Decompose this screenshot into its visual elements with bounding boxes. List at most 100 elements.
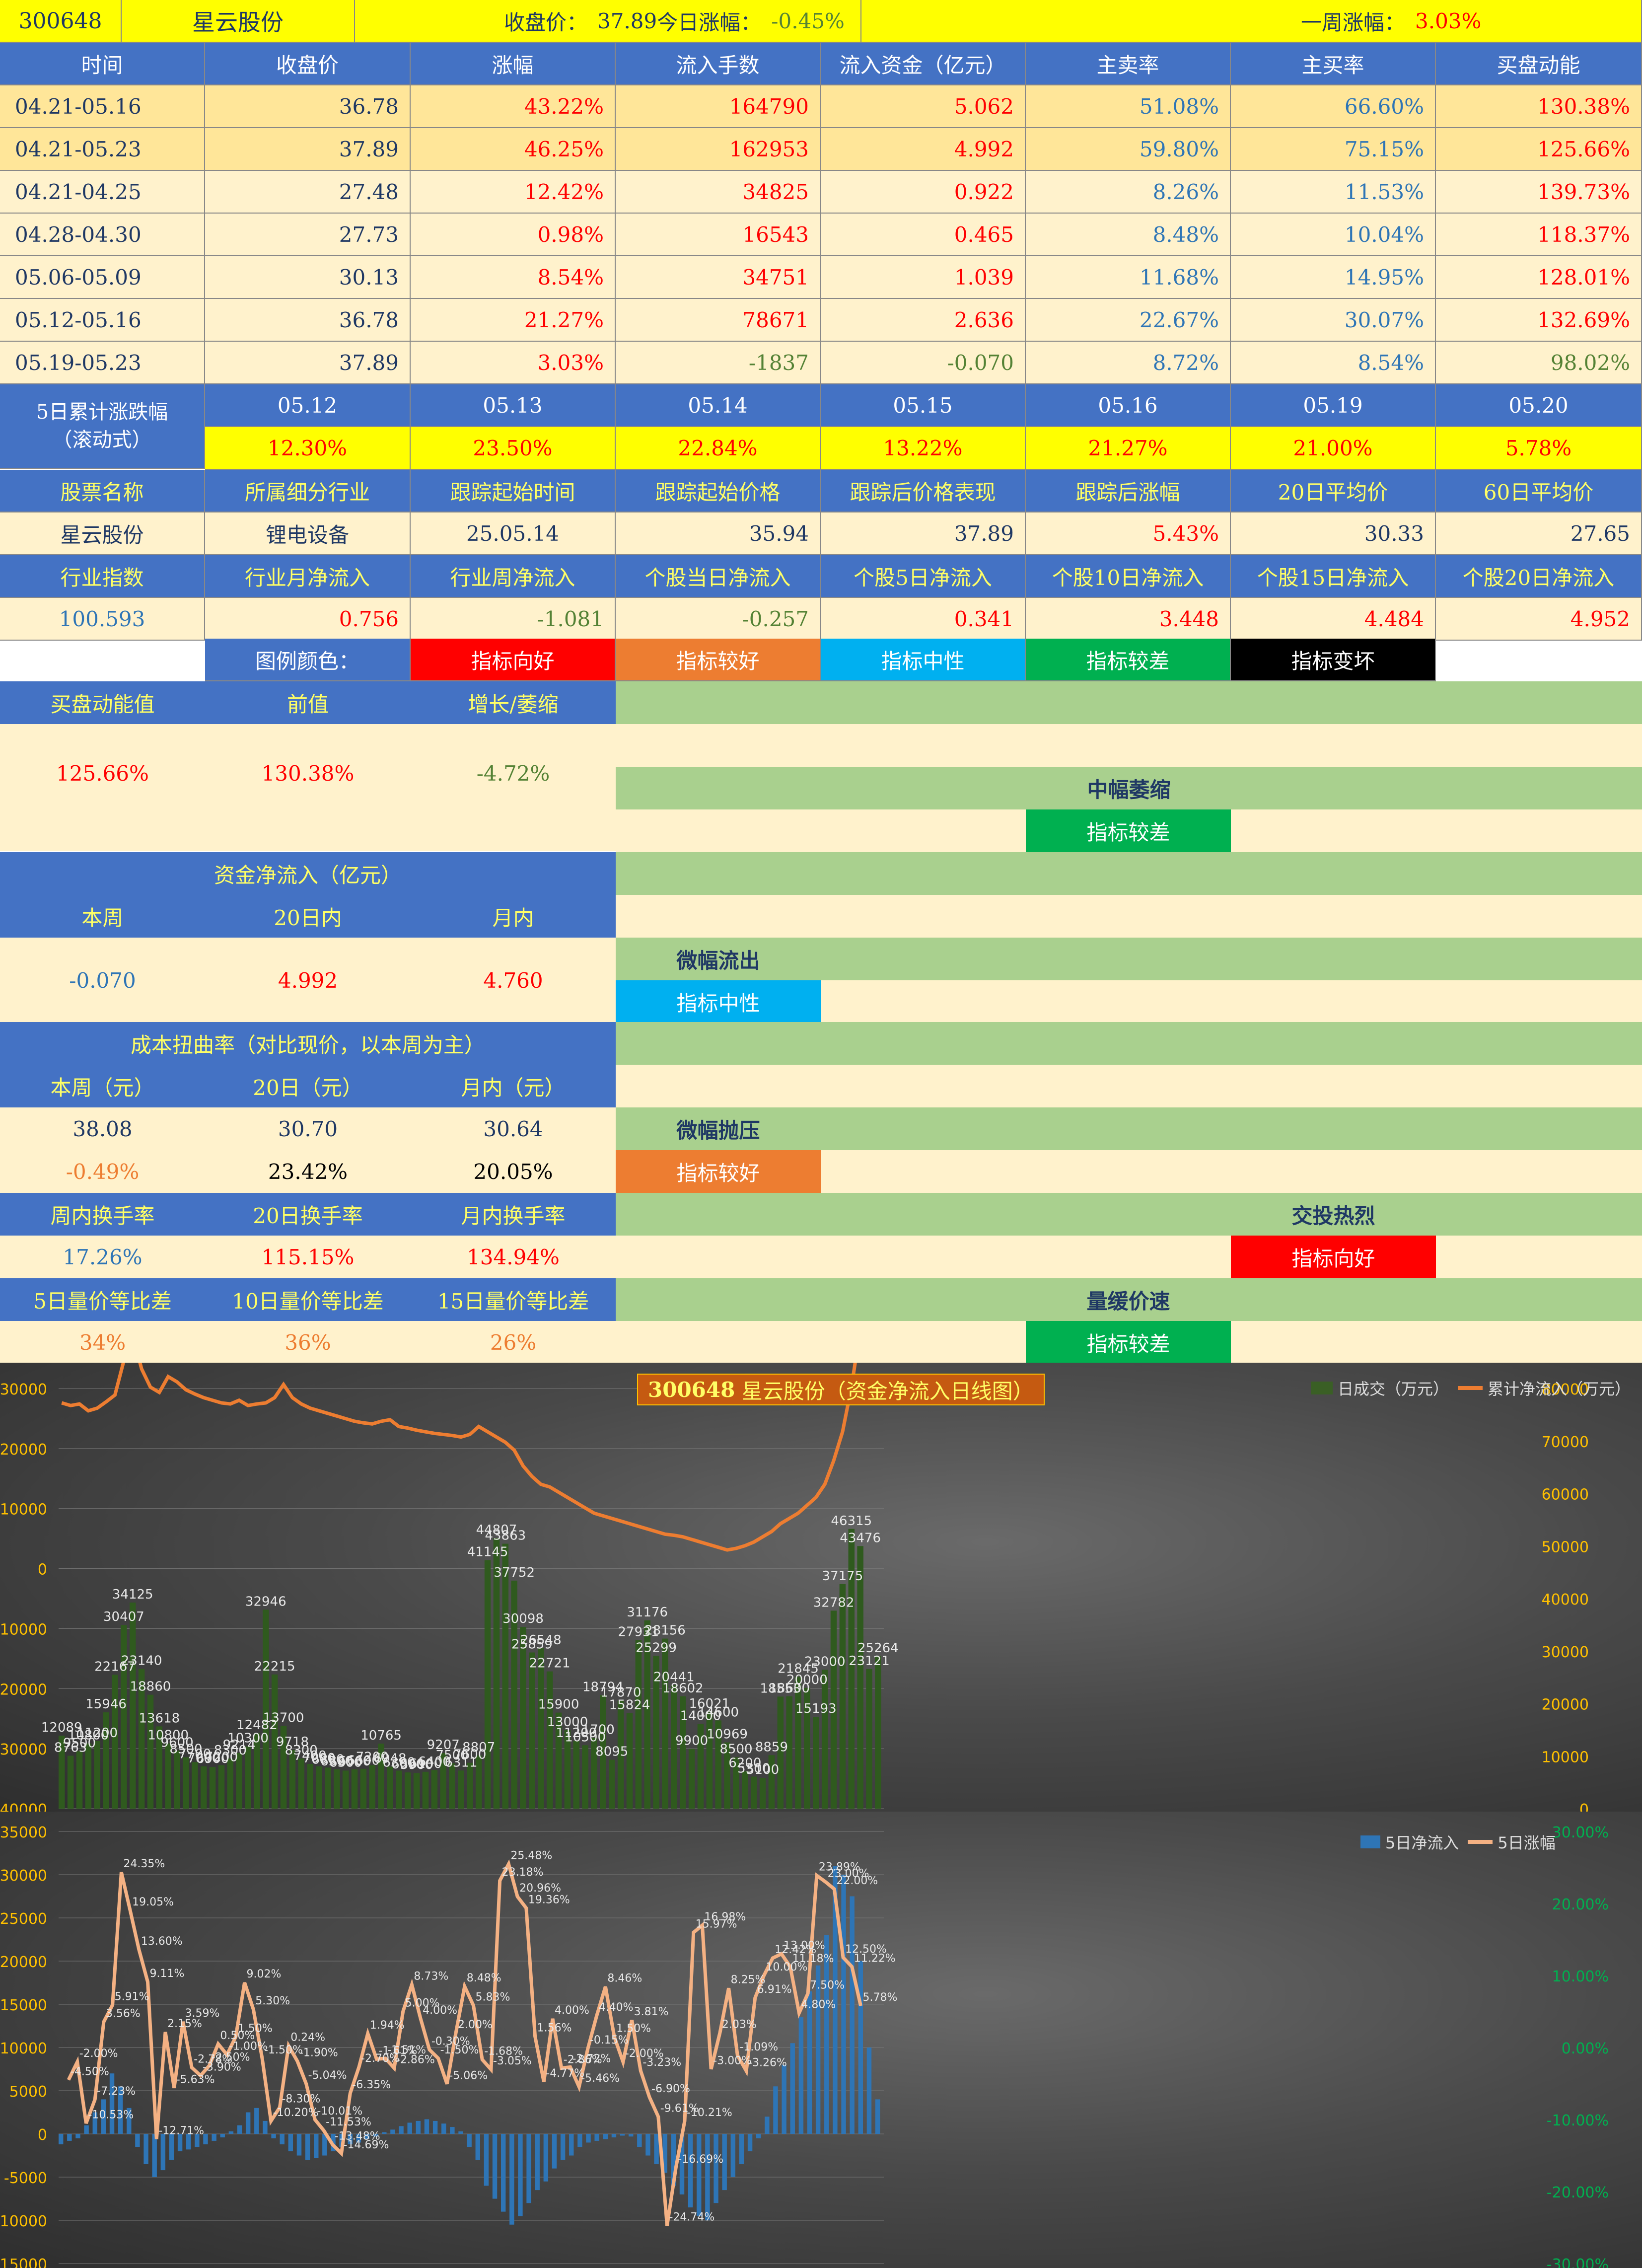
change-label: 19.05%: [132, 1896, 174, 1908]
volume-bar: [502, 1543, 509, 1809]
change-label: 11.22%: [854, 1952, 896, 1965]
change-label: 9.02%: [247, 1968, 282, 1980]
volume-bar: [750, 1776, 757, 1809]
flow-value: -1.081: [411, 598, 616, 641]
left-tick-label: 35000: [0, 1824, 47, 1841]
volprice-value: 36%: [205, 1321, 411, 1364]
right-tick-label: 40000: [1542, 1591, 1589, 1609]
status-band: [616, 852, 1642, 895]
change-label: -0.30%: [431, 2035, 470, 2048]
right-tick-label: 30000: [1542, 1644, 1589, 1661]
netflow-bar: [714, 2134, 718, 2203]
volume-bar: [662, 1638, 668, 1809]
flow-value: 4.484: [1231, 598, 1436, 641]
change-label: 22.00%: [836, 1875, 878, 1887]
volume-label: 11200: [76, 1726, 118, 1741]
volume-label: 43476: [840, 1531, 881, 1545]
change-label: -2.00%: [79, 2048, 118, 2060]
table-cell: 75.15%: [1231, 128, 1436, 171]
turnover-badge: 指标向好: [1231, 1236, 1436, 1278]
status-band: [616, 938, 1642, 980]
volume-label: 7500: [435, 1748, 468, 1763]
change-label: 2.15%: [167, 2018, 202, 2030]
change-label: 0.50%: [220, 2030, 255, 2042]
netflow-bar: [373, 2134, 378, 2137]
daily-flow-svg: 30000 20000 10000 0 -10000 -20000 -30000 -40000…: [0, 1363, 1589, 1812]
info-value: 37.89: [821, 512, 1026, 555]
table-cell: 125.66%: [1436, 128, 1642, 171]
change-label: -5.06%: [449, 2069, 488, 2082]
volume-label: 9207: [427, 1738, 460, 1753]
left-tick-label: -10000: [0, 2213, 47, 2230]
volume-label: 44807: [476, 1523, 517, 1537]
close-price-group: 收盘价： 37.89 今日涨幅： -0.45%: [355, 0, 861, 43]
table-header: 时间: [0, 43, 205, 85]
volume-label: 6800: [311, 1752, 344, 1767]
volume-bar: [804, 1687, 810, 1809]
change-label: 5.83%: [475, 1991, 510, 2003]
volume-label: 10500: [565, 1730, 606, 1745]
period-cell: 04.28-04.30: [0, 214, 205, 256]
volume-label: 8500: [169, 1742, 202, 1757]
volume-bar: [360, 1768, 367, 1809]
status-band: [616, 1193, 1642, 1236]
volume-bar: [458, 1770, 464, 1809]
left-tick-label: -15000: [0, 2256, 47, 2268]
turnover-header: 周内换手率: [0, 1193, 205, 1236]
close-price-label: 收盘价：: [504, 10, 588, 35]
flow-header: 个股10日净流入: [1026, 555, 1231, 598]
momentum-header: 增长/萎缩: [411, 681, 616, 724]
right-tick-label: 20.00%: [1552, 1896, 1609, 1913]
flow-value: -0.257: [616, 598, 821, 641]
volume-bar: [617, 1700, 624, 1809]
volume-label: 31176: [627, 1605, 668, 1620]
flow-header: 行业月净流入: [205, 555, 411, 598]
netflow-header: 月内: [411, 895, 616, 938]
rolling-value: 23.50%: [411, 427, 616, 470]
week-change-label: 一周涨幅：: [1301, 10, 1406, 35]
volume-bar: [103, 1712, 109, 1809]
volume-label: 6300: [382, 1755, 415, 1770]
netflow-bar: [67, 2134, 72, 2141]
period-cell: 05.19-05.23: [0, 342, 205, 384]
volume-bar: [671, 1685, 677, 1809]
netflow-bar: [535, 2134, 540, 2191]
netflow-bar: [705, 2134, 710, 2220]
volume-bar: [165, 1743, 171, 1809]
netflow-bar: [679, 2134, 685, 2195]
volume-bar: [271, 1674, 278, 1809]
netflow-bar: [441, 2123, 446, 2134]
five-day-chart: 35000 30000 25000 20000 15000 10000 5000 0 -5000…: [0, 1812, 1642, 2268]
change-label: 11.18%: [792, 1953, 834, 1965]
netflow-bar: [143, 2134, 148, 2164]
volume-bar: [715, 1720, 721, 1809]
period-cell: 04.21-05.23: [0, 128, 205, 171]
change-label: 6.91%: [757, 1983, 792, 1996]
netflow-bar: [109, 2073, 115, 2134]
volume-label: 14600: [698, 1705, 739, 1720]
netflow-bar: [875, 2099, 880, 2134]
change-label: -3.90%: [203, 2061, 241, 2074]
netflow-bar: [348, 2134, 353, 2144]
volume-label: 25264: [857, 1641, 899, 1656]
change-label: -1.09%: [739, 2041, 778, 2053]
info-value: 5.43%: [1026, 512, 1231, 555]
cost-status: 微幅抛压: [676, 1118, 760, 1143]
cost-header: 本周（元）: [0, 1065, 205, 1107]
cumulative-line: [61, 1363, 857, 1552]
volume-bar: [733, 1757, 739, 1809]
volume-label: 20000: [786, 1673, 828, 1687]
volume-label: 30098: [502, 1611, 544, 1626]
right-tick-label: -10.00%: [1547, 2112, 1609, 2129]
status-band: [616, 1107, 1642, 1150]
netflow-bar: [75, 2134, 80, 2138]
stock-code: 300648: [0, 0, 122, 43]
change-label: -10.21%: [687, 2107, 732, 2119]
volume-bar: [697, 1724, 704, 1809]
momentum-status: 中幅萎缩: [1087, 777, 1171, 802]
netflow-bar: [866, 2048, 872, 2134]
change-label: 16.98%: [704, 1911, 746, 1923]
right-tick-label: 50000: [1542, 1538, 1589, 1556]
volume-bar: [795, 1677, 801, 1809]
rolling-value: 22.84%: [616, 427, 821, 470]
